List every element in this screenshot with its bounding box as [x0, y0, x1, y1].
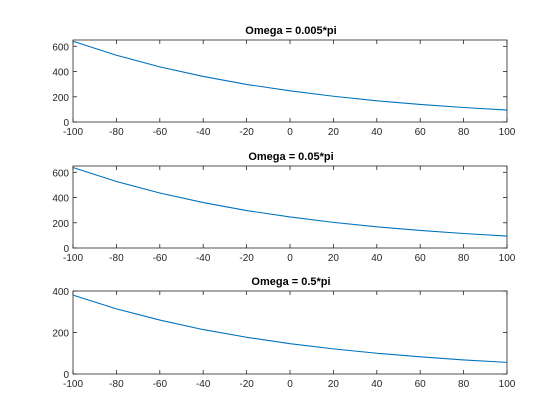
- y-tick-label: 0: [63, 244, 69, 255]
- y-tick-label: 400: [52, 194, 69, 205]
- subplot-omega-0.5pi: Omega = 0.5*pi -100 -80 -60 -40 -20 0 20 40 60 80…: [52, 276, 515, 390]
- subplot-omega-0.005pi: Omega = 0.005*pi -100 -80 -60 -40 -20 0 20 40 60…: [52, 25, 515, 138]
- y-tick-label: 600: [52, 42, 69, 53]
- series-line: [72, 166, 508, 237]
- y-tick-label: 0: [63, 370, 69, 381]
- x-tick-label: 80: [458, 127, 470, 138]
- x-tick-label: 20: [328, 379, 340, 390]
- x-tick-label: 0: [287, 379, 293, 390]
- x-tick-label: 40: [371, 379, 383, 390]
- y-tick-label: 400: [52, 287, 69, 298]
- x-tick-label: 100: [499, 127, 516, 138]
- x-tick-label: 60: [415, 253, 427, 264]
- x-tick-label: 40: [371, 253, 383, 264]
- x-tick-label: 0: [287, 253, 293, 264]
- x-tick-label: 60: [415, 127, 427, 138]
- x-tick-label: -20: [239, 253, 254, 264]
- x-tick-label: 20: [328, 253, 340, 264]
- x-tick-label: -80: [109, 379, 124, 390]
- x-tick-label: 100: [499, 379, 516, 390]
- subplot-title: Omega = 0.005*pi: [245, 25, 336, 37]
- x-tick-label: -20: [239, 127, 254, 138]
- series-line: [72, 40, 508, 111]
- x-tick-label: 100: [499, 253, 516, 264]
- x-tick-label: -40: [196, 127, 211, 138]
- axes-box: [72, 39, 508, 123]
- x-tick-label: -80: [109, 253, 124, 264]
- subplot-title: Omega = 0.05*pi: [248, 151, 333, 163]
- x-tick-label: 80: [458, 253, 470, 264]
- x-tick-label: 20: [328, 127, 340, 138]
- subplot-omega-0.05pi: Omega = 0.05*pi -100 -80 -60 -40 -20 0 20 40 60 8…: [52, 151, 515, 264]
- x-tick-label: -40: [196, 379, 211, 390]
- x-tick-label: -100: [63, 379, 83, 390]
- x-tick-label: -40: [196, 253, 211, 264]
- x-tick-label: -80: [109, 127, 124, 138]
- x-tick-label: -60: [153, 253, 168, 264]
- x-tick-label: 40: [371, 127, 383, 138]
- x-tick-label: -60: [153, 127, 168, 138]
- axes-box: [72, 165, 508, 249]
- series-line: [72, 294, 508, 363]
- y-tick-label: 0: [63, 118, 69, 129]
- x-tick-label: -100: [63, 253, 83, 264]
- x-tick-label: 0: [287, 127, 293, 138]
- axes-box: [72, 290, 508, 375]
- subplot-title: Omega = 0.5*pi: [251, 276, 330, 288]
- y-tick-label: 200: [52, 329, 69, 340]
- y-tick-label: 200: [52, 93, 69, 104]
- y-tick-label: 600: [52, 168, 69, 179]
- x-tick-label: -100: [63, 127, 83, 138]
- x-tick-label: -20: [239, 379, 254, 390]
- x-tick-label: 80: [458, 379, 470, 390]
- x-tick-label: 60: [415, 379, 427, 390]
- y-tick-label: 200: [52, 219, 69, 230]
- x-tick-label: -60: [153, 379, 168, 390]
- y-tick-label: 400: [52, 68, 69, 79]
